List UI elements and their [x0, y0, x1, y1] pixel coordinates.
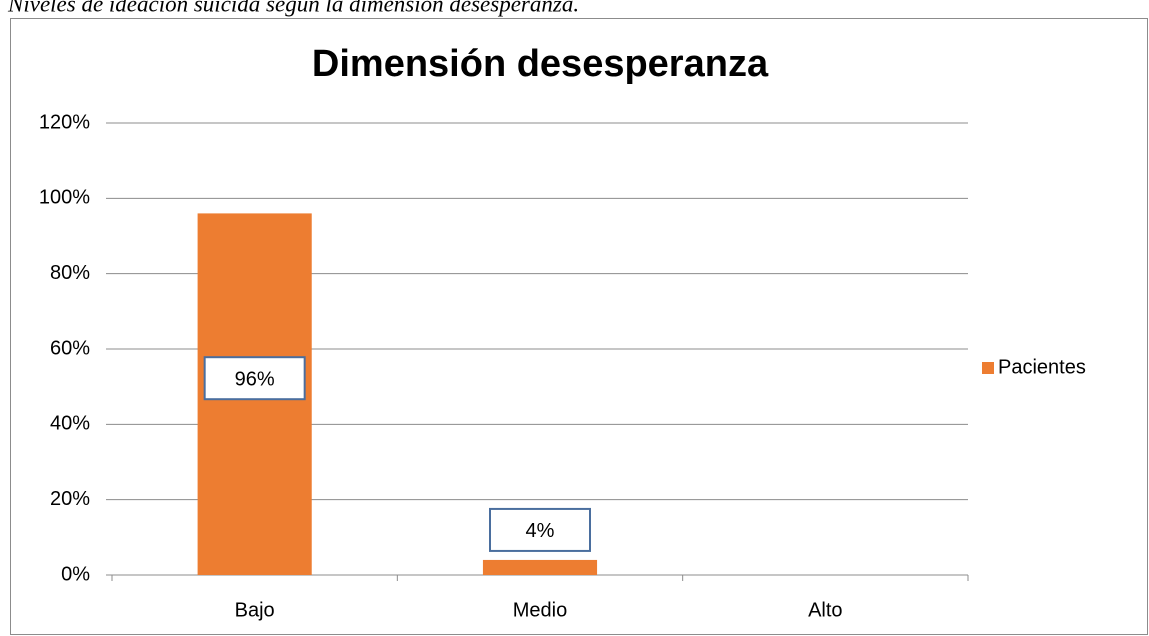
y-tick-label: 20% — [50, 488, 90, 510]
x-tick-label: Medio — [513, 599, 567, 621]
data-label-box — [489, 507, 591, 552]
legend-swatch — [982, 362, 994, 374]
data-label: 96% — [235, 368, 275, 390]
y-tick-label: 80% — [50, 262, 90, 284]
legend-label: Pacientes — [998, 356, 1086, 378]
bar — [482, 559, 598, 575]
y-tick-label: 120% — [39, 111, 90, 133]
x-tick-label: Alto — [808, 599, 842, 621]
x-tick-label: Bajo — [235, 599, 275, 621]
y-tick-label: 0% — [61, 563, 90, 585]
y-tick-label: 60% — [50, 337, 90, 359]
y-tick-label: 100% — [39, 187, 90, 209]
y-tick-label: 40% — [50, 413, 90, 435]
data-label-box — [203, 356, 306, 401]
caption: Niveles de ideación suicida según la dim… — [7, 0, 579, 16]
chart-title: Dimensión desesperanza — [312, 43, 769, 85]
data-label: 4% — [526, 520, 555, 542]
